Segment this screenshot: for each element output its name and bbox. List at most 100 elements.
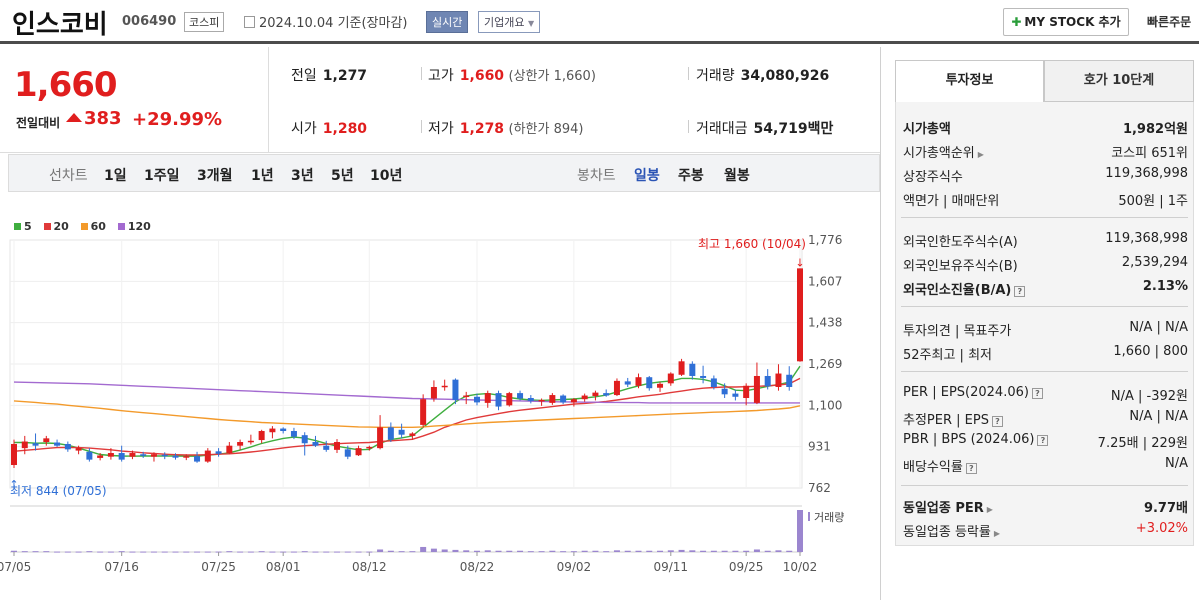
volume-bar (301, 551, 308, 553)
volume-bar (721, 550, 728, 552)
help-icon[interactable]: ? (965, 463, 977, 474)
help-icon[interactable]: ? (991, 416, 1003, 427)
trade-value: 거래대금 54,719백만 (696, 118, 833, 138)
upper-limit-note: (상한가 1,660) (508, 69, 596, 84)
range-3y[interactable]: 3년 (291, 168, 314, 184)
volume-bar (226, 551, 233, 553)
range-1y[interactable]: 1년 (251, 168, 274, 184)
y-tick-label: 1,607 (808, 274, 842, 288)
prev-close: 전일 1,277 (291, 65, 367, 85)
header-bar (0, 0, 1199, 44)
legend-label: 60 (90, 220, 106, 233)
candle-body (721, 388, 728, 395)
ma-line-20 (13, 377, 801, 456)
add-my-stock-button[interactable]: ✚ MY STOCK 추가 (1003, 8, 1129, 36)
range-3m[interactable]: 3개월 (197, 168, 233, 184)
volume-bar (570, 551, 577, 553)
volume-bar (64, 551, 71, 553)
candle-body (753, 375, 760, 403)
candle-body (150, 454, 157, 457)
as-of-date: 2024.10.04 기준(장마감) (244, 12, 408, 31)
lower-limit-note: (하한가 894) (508, 122, 584, 137)
candle-body (64, 443, 71, 450)
calendar-icon (244, 16, 255, 28)
company-overview-dropdown[interactable]: 기업개요 ▼ (478, 11, 541, 33)
help-icon[interactable]: ? (1031, 388, 1043, 399)
tab-investment-info[interactable]: 투자정보 (895, 60, 1044, 102)
candle-body (334, 442, 341, 450)
change-value: 383 (66, 108, 122, 129)
candle-body (560, 395, 567, 403)
legend-swatch (117, 223, 125, 230)
sector-change-label[interactable]: 동일업종 등락률 ▶ (903, 521, 1000, 540)
line-chart-label[interactable]: 선차트 (49, 168, 88, 184)
candle-body (549, 395, 556, 403)
volume-bar (140, 551, 147, 553)
candle-weekly[interactable]: 주봉 (678, 168, 704, 184)
help-icon[interactable]: ? (1037, 435, 1049, 446)
volume-bar (603, 551, 610, 553)
candle-body (204, 450, 211, 462)
divider (901, 217, 1188, 218)
prev-close-value: 1,277 (322, 68, 368, 84)
range-10y[interactable]: 10년 (370, 168, 403, 184)
y-tick-label: 1,776 (808, 233, 842, 247)
x-tick-label: 10/02 (783, 560, 818, 574)
label-text: PER | EPS(2024.06) (903, 385, 1029, 400)
volume-bar (506, 550, 513, 552)
candle-body (226, 445, 233, 454)
low-price: 저가 1,278 (하한가 894) (428, 118, 584, 138)
market-cap-rank-label[interactable]: 시가총액순위 ▶ (903, 142, 984, 161)
volume-bar (538, 551, 545, 553)
help-icon[interactable]: ? (1014, 286, 1026, 297)
sector-change-value: +3.02% (1136, 521, 1188, 536)
candle-monthly[interactable]: 월봉 (724, 168, 750, 184)
range-1d[interactable]: 1일 (104, 168, 127, 184)
tab-order-book[interactable]: 호가 10단계 (1044, 60, 1194, 102)
sector-per-value: 9.77배 (1143, 501, 1188, 516)
low-annotation: 최저 844 (07/05) (10, 484, 107, 498)
volume-bar (527, 551, 534, 553)
high-price: 고가 1,660 (상한가 1,660) (428, 65, 596, 85)
candle-body (797, 268, 803, 362)
volume-bar (463, 550, 470, 552)
candle-body (775, 373, 782, 387)
volume-bar (269, 551, 276, 553)
label-text: 외국인소진율(B/A) (903, 283, 1012, 298)
volume-bar (409, 551, 416, 553)
volume-bar (753, 549, 760, 552)
divider (901, 485, 1188, 486)
candle-daily[interactable]: 일봉 (634, 168, 660, 184)
volume-value: 34,080,926 (740, 68, 830, 84)
volume-bar (420, 546, 427, 552)
chevron-right-icon: ▶ (986, 505, 993, 514)
range-5y[interactable]: 5년 (331, 168, 354, 184)
price-summary (0, 47, 880, 153)
legend-label: 120 (127, 220, 151, 233)
volume-bar (86, 551, 93, 553)
candle-chart-label[interactable]: 봉차트 (577, 168, 616, 184)
sector-per-label[interactable]: 동일업종 PER ▶ (903, 497, 993, 516)
range-1w[interactable]: 1주일 (144, 168, 180, 184)
realtime-button[interactable]: 실시간 (426, 11, 469, 33)
candle-body (183, 456, 190, 458)
volume-bar (398, 551, 405, 553)
price-chart[interactable]: 1,776 1,607 1,438 1,269 1,100 931 762 07/05 07/1… (0, 230, 880, 600)
candle-body (689, 363, 696, 376)
volume-bar (764, 550, 771, 552)
candle-body (420, 399, 427, 425)
candle-body (646, 377, 653, 389)
quick-order-link[interactable]: 빠른주문 (1147, 15, 1192, 29)
x-tick-label: 09/25 (729, 560, 764, 574)
candle-body (280, 428, 287, 432)
divider (421, 120, 422, 133)
candle-body (517, 393, 524, 399)
opinion-value: N/A | N/A (1129, 320, 1188, 335)
x-tick-label: 07/05 (0, 560, 31, 574)
volume-legend-swatch (808, 512, 810, 521)
legend-label: 5 (24, 220, 32, 233)
chevron-right-icon: ▶ (993, 529, 1001, 538)
volume-bar (312, 551, 319, 553)
volume-bar (204, 551, 211, 553)
volume-bar (129, 551, 136, 553)
